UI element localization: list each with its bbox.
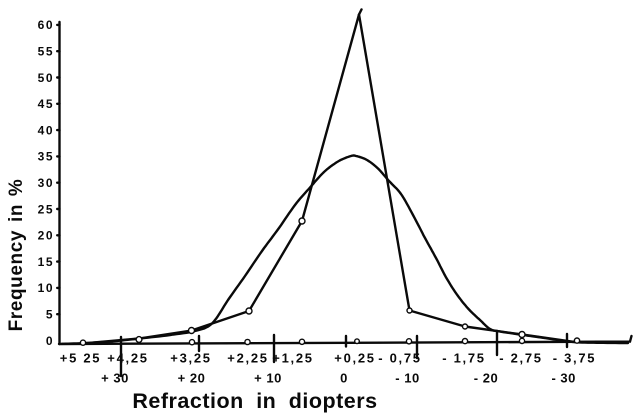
svg-text:Refraction in diopters: Refraction in diopters [132, 389, 377, 413]
svg-text:- 20: - 20 [474, 371, 498, 386]
svg-text:45: 45 [38, 97, 54, 111]
svg-text:25: 25 [38, 202, 54, 216]
svg-text:+ 30: + 30 [101, 371, 129, 386]
svg-text:+2,25: +2,25 [227, 351, 268, 366]
svg-text:0: 0 [46, 334, 54, 348]
svg-text:0: 0 [340, 371, 348, 386]
svg-text:- 2,75: - 2,75 [499, 351, 542, 366]
svg-text:Frequency in %: Frequency in % [6, 179, 27, 332]
svg-text:+0,25: +0,25 [334, 351, 375, 366]
svg-text:+ 20: + 20 [178, 371, 206, 386]
svg-text:+5 25: +5 25 [60, 351, 101, 366]
svg-text:15: 15 [38, 255, 54, 269]
svg-text:- 1,75: - 1,75 [442, 351, 485, 366]
svg-text:+3,25: +3,25 [170, 351, 211, 366]
svg-text:10: 10 [38, 281, 54, 295]
svg-text:- 10: - 10 [395, 371, 419, 386]
svg-text:- 30: - 30 [551, 371, 575, 386]
svg-text:- 0,75: - 0,75 [378, 351, 421, 366]
svg-text:- 3,75: - 3,75 [553, 351, 596, 366]
svg-text:+1,25: +1,25 [272, 351, 313, 366]
svg-text:+4,25: +4,25 [107, 351, 148, 366]
svg-text:+ 10: + 10 [254, 371, 282, 386]
svg-text:50: 50 [38, 71, 54, 85]
svg-text:30: 30 [38, 176, 54, 190]
svg-text:40: 40 [38, 123, 54, 137]
svg-text:20: 20 [38, 229, 54, 243]
svg-text:35: 35 [38, 150, 54, 164]
svg-text:60: 60 [38, 18, 54, 32]
svg-text:55: 55 [38, 45, 54, 59]
svg-text:5: 5 [46, 308, 54, 322]
